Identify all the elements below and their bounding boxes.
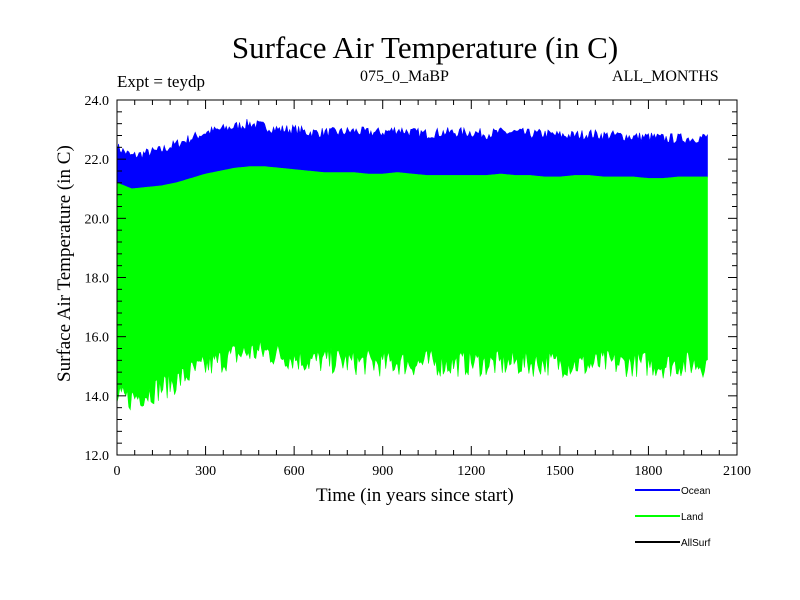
legend: Ocean Land AllSurf (635, 486, 711, 549)
x-tick-label: 300 (195, 464, 216, 479)
legend-label-allsurf: AllSurf (681, 538, 711, 549)
months-label: ALL_MONTHS (612, 68, 719, 85)
y-tick-label: 14.0 (85, 390, 110, 405)
y-tick-label: 20.0 (85, 212, 110, 227)
series-land-band (116, 166, 708, 411)
x-tick-label: 600 (284, 464, 305, 479)
axis-layer: 0 300 600 900 1200 1500 1800 2100 12.0 14.0 16.0 18… (85, 94, 752, 479)
y-tick-label: 16.0 (85, 331, 110, 346)
period-label: 075_0_MaBP (360, 68, 449, 85)
experiment-label: Expt = teydp (117, 72, 205, 91)
y-tick-label: 18.0 (85, 272, 110, 287)
y-tick-label: 24.0 (85, 94, 110, 109)
x-tick-label: 1200 (457, 464, 485, 479)
x-tick-label: 1800 (634, 464, 662, 479)
series-layer (116, 119, 708, 411)
legend-label-ocean: Ocean (681, 486, 710, 497)
legend-label-land: Land (681, 512, 703, 523)
x-tick-label: 1500 (546, 464, 574, 479)
y-tick-label: 22.0 (85, 153, 110, 168)
x-tick-label: 900 (372, 464, 393, 479)
chart-title: Surface Air Temperature (in C) (231, 30, 619, 65)
y-tick-label: 12.0 (85, 449, 110, 464)
x-tick-label: 2100 (723, 464, 751, 479)
x-axis-label: Time (in years since start) (316, 485, 514, 506)
x-tick-label: 0 (114, 464, 121, 479)
